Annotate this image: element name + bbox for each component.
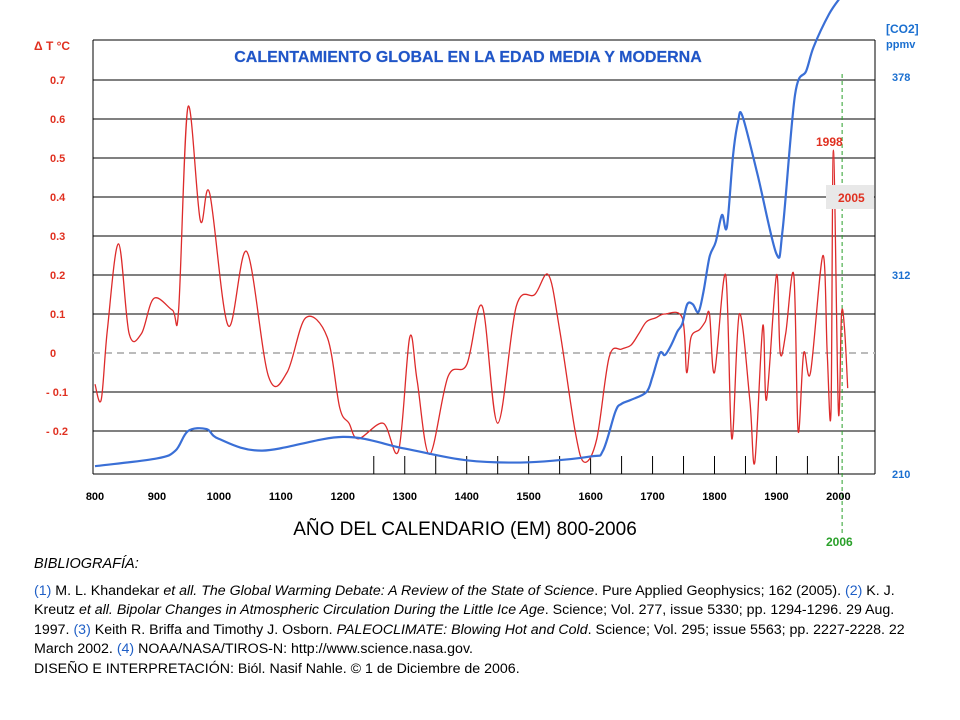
ref-1-authors: M. L. Khandekar: [51, 582, 164, 599]
y-left-tick-label: 0.3: [50, 231, 65, 243]
bibliography-text: (1) M. L. Khandekar et all. The Global W…: [34, 582, 914, 660]
annotation-2005-box: [826, 185, 874, 209]
ref-1-title: The Global Warming Debate: A Review of t…: [197, 582, 595, 599]
y-left-tick-label: 0.1: [50, 309, 65, 321]
y-left-tick-label: 0.2: [50, 270, 65, 282]
ref-3-authors: Keith R. Briffa and Timothy J. Osborn.: [90, 621, 337, 638]
y-left-tick-label: - 0.2: [46, 426, 68, 438]
axis-labels: 0.7 0.6 0.5 0.4 0.3 0.2 0.1 0 - 0.1 - 0.2 378 312 21…: [46, 72, 910, 503]
ref-4-number: (4): [116, 641, 135, 657]
annotation-2005: 2005: [838, 191, 865, 205]
left-axis-label: Δ T °C: [34, 39, 70, 53]
x-tick-label: 1400: [454, 491, 478, 503]
x-axis-ticks: [373, 456, 839, 474]
y-right-tick-label: 378: [892, 72, 910, 84]
right-axis-label-co2: [CO2]: [886, 22, 919, 36]
ref-2-etal: et all.: [78, 602, 113, 618]
x-tick-label: 1000: [207, 491, 231, 503]
ref-2-rest: . Science; Vol. 277, issue 5330; pp. 129…: [34, 602, 895, 638]
y-right-tick-label: 210: [892, 469, 910, 481]
x-tick-label: 1800: [702, 491, 726, 503]
series-lines: [94, 0, 849, 534]
y-right-tick-label: 312: [892, 270, 910, 282]
y-left-tick-label: 0.5: [50, 153, 65, 165]
x-tick-label: 800: [86, 491, 104, 503]
ref-3-rest: . Science; Vol. 295; issue 5563; pp. 222…: [34, 621, 905, 658]
y-left-tick-label: 0.7: [50, 75, 65, 87]
ref-2-number: (2): [844, 582, 863, 599]
ref-2-title: Bipolar Changes in Atmospheric Circulati…: [112, 602, 545, 618]
y-left-tick-label: - 0.1: [46, 387, 68, 399]
y-left-tick-label: 0.4: [50, 192, 66, 204]
x-tick-label: 2000: [826, 491, 850, 503]
right-axis-label-ppmv: ppmv: [886, 39, 916, 51]
annotation-1998: 1998: [816, 135, 843, 149]
ref-1-number: (1): [34, 582, 52, 599]
x-tick-label: 1100: [269, 491, 293, 503]
x-tick-label: 900: [148, 491, 166, 503]
x-axis-title: AÑO DEL CALENDARIO (EM) 800-2006: [293, 518, 637, 540]
ref-1-etal: et all.: [163, 582, 198, 599]
y-left-tick-label: 0.6: [50, 114, 65, 126]
x-tick-label: 1900: [764, 491, 788, 503]
bibliography: BIBLIOGRAFÍA: (1) M. L. Khandekar et all…: [34, 555, 914, 679]
x-tick-label: 1200: [331, 491, 355, 503]
ref-1-rest: . Pure Applied Geophysics; 162 (2005).: [594, 582, 845, 599]
x-tick-label: 1300: [393, 491, 417, 503]
ref-3-number: (3): [73, 621, 91, 638]
y-left-tick-label: 0: [50, 348, 56, 360]
chart-title: CALENTAMIENTO GLOBAL EN LA EDAD MEDIA Y …: [234, 49, 702, 66]
x-tick-label: 1700: [640, 491, 664, 503]
co2-line: [94, 0, 840, 468]
grid-lines: [92, 39, 876, 475]
temperature-line: [94, 105, 849, 465]
ref-2-authors: K. J. Kreutz: [34, 582, 895, 619]
marker-2006-label: 2006: [826, 535, 853, 549]
ref-3-title: PALEOCLIMATE: Blowing Hot and Cold: [336, 621, 588, 638]
x-tick-label: 1600: [578, 491, 602, 503]
ref-4-rest: NOAA/NASA/TIROS-N: http://www.science.na…: [134, 641, 473, 657]
credits: DISEÑO E INTERPRETACIÓN: Biól. Nasif Nah…: [34, 660, 520, 677]
bibliography-heading: BIBLIOGRAFÍA:: [34, 556, 139, 572]
x-tick-label: 1500: [516, 491, 540, 503]
